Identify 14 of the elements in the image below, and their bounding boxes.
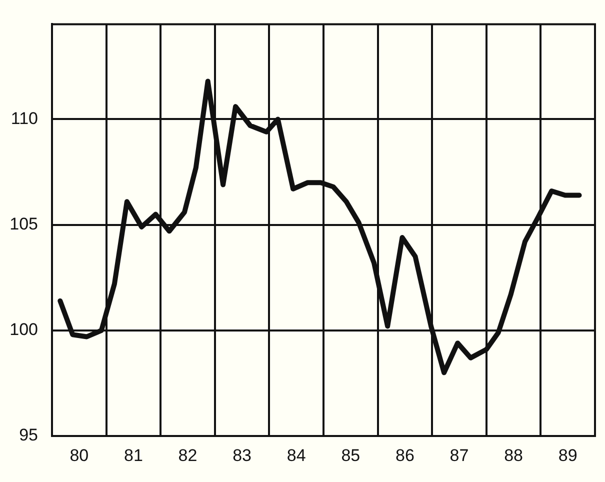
x-tick-label: 84 xyxy=(286,446,306,465)
x-tick-label: 87 xyxy=(450,446,469,465)
x-tick-label: 89 xyxy=(558,446,578,465)
y-tick-label: 100 xyxy=(10,320,38,340)
y-tick-label: 110 xyxy=(10,108,38,128)
x-tick-label: 88 xyxy=(504,446,524,465)
y-tick-label: 105 xyxy=(10,214,38,234)
y-tick-label: 95 xyxy=(19,426,38,445)
x-tick-label: 81 xyxy=(124,446,143,465)
x-tick-label: 80 xyxy=(70,446,89,465)
x-tick-label: 85 xyxy=(341,446,360,465)
x-tick-label: 82 xyxy=(178,446,198,465)
x-tick-label: 86 xyxy=(395,446,414,465)
x-tick-label: 83 xyxy=(232,446,252,465)
